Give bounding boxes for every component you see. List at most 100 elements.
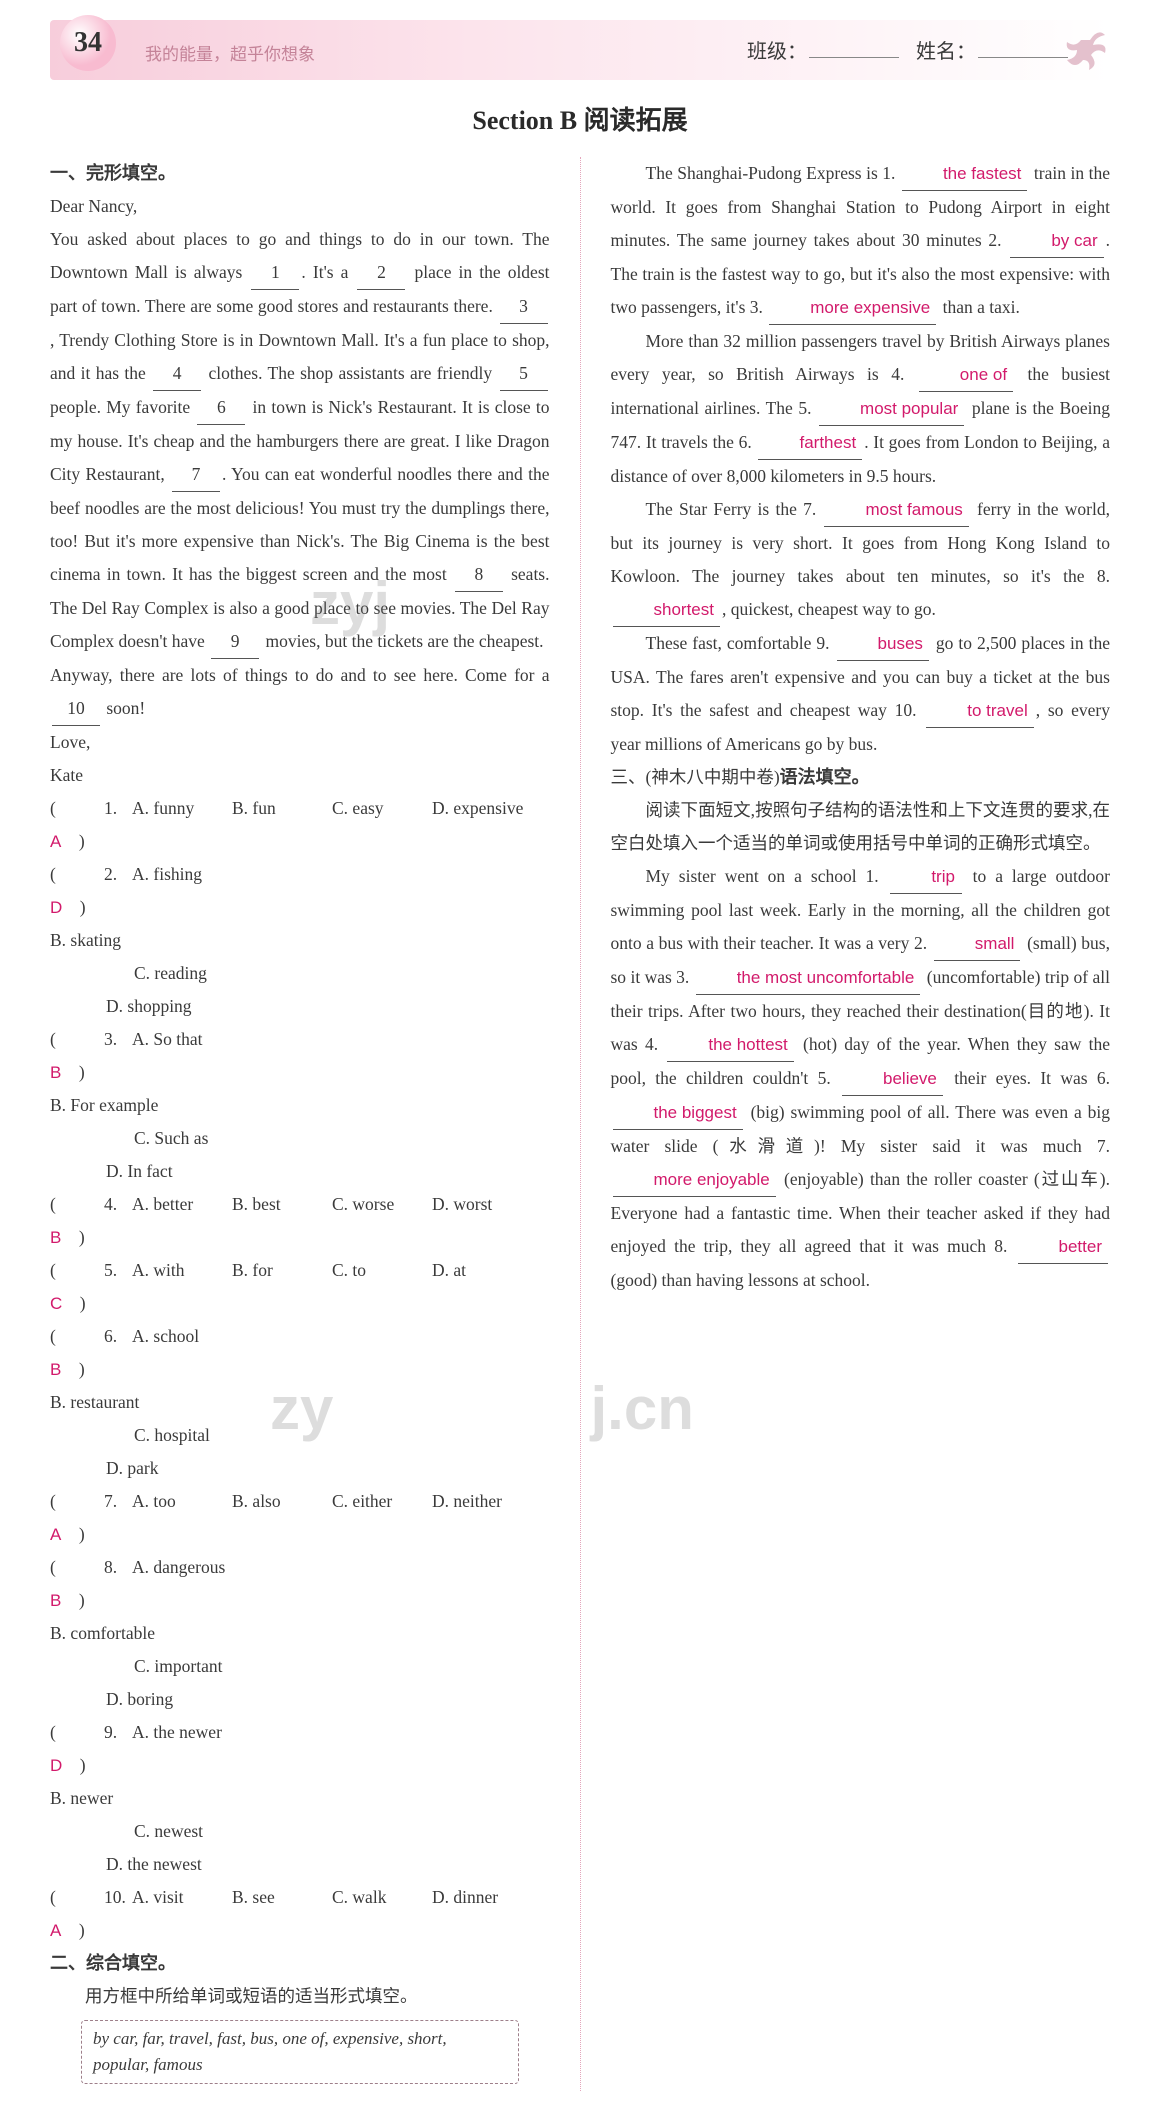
choice-row: ( D )9.A. the newerB. newer	[50, 1716, 550, 1815]
choice-option: C. important	[134, 1650, 344, 1683]
choice-option: A. too	[132, 1485, 232, 1518]
page-number-badge: 34	[60, 15, 116, 71]
signoff-name: Kate	[50, 759, 550, 792]
blank-3[interactable]: 3	[500, 290, 548, 324]
choice-number: 7.	[104, 1485, 132, 1518]
fill2-blank-10[interactable]: to travel	[926, 694, 1033, 728]
fill2-blank-2[interactable]: by car	[1010, 224, 1103, 258]
fill2-blank-3[interactable]: more expensive	[769, 291, 936, 325]
blank-5[interactable]: 5	[500, 357, 548, 391]
fill3-blank-5[interactable]: believe	[842, 1062, 943, 1096]
choice-row: C. importantD. boring	[50, 1650, 550, 1716]
fill3-blank-3[interactable]: the most uncomfortable	[696, 961, 921, 995]
choice-answer: ( B )	[50, 1188, 104, 1254]
choice-answer: ( A )	[50, 1485, 104, 1551]
choice-answer: ( A )	[50, 792, 104, 858]
heading-2: 二、综合填空。	[50, 1947, 550, 1980]
choice-option: D. boring	[106, 1683, 316, 1716]
choice-option: C. newest	[134, 1815, 344, 1848]
choice-row: C. hospitalD. park	[50, 1419, 550, 1485]
choice-option: B. also	[232, 1485, 332, 1518]
choice-answer: ( B )	[50, 1320, 104, 1386]
choice-option: B. restaurant	[50, 1386, 260, 1419]
choice-option: C. worse	[332, 1188, 432, 1221]
choice-option: C. Such as	[134, 1122, 344, 1155]
fill2-blank-6[interactable]: farthest	[758, 426, 862, 460]
fill2-blank-7[interactable]: most famous	[824, 493, 968, 527]
watermark-text: j.cn	[591, 1392, 694, 1425]
choice-option: A. the newer	[132, 1716, 342, 1749]
fill2-blank-9[interactable]: buses	[837, 627, 929, 661]
choice-option: D. expensive	[432, 792, 532, 825]
choice-row: C. readingD. shopping	[50, 957, 550, 1023]
choice-row: ( C )5.A. withB. forC. toD. at	[50, 1254, 550, 1320]
choice-option: D. In fact	[106, 1155, 316, 1188]
blank-8[interactable]: 8	[455, 558, 503, 592]
choice-option: D. park	[106, 1452, 316, 1485]
fill2-p1: The Shanghai-Pudong Express is 1. the fa…	[611, 157, 1111, 325]
choice-option: A. fishing	[132, 858, 342, 891]
fill2-p2: More than 32 million passengers travel b…	[611, 325, 1111, 493]
section-title: Section B 阅读拓展	[50, 100, 1110, 137]
choice-answer: ( D )	[50, 1716, 104, 1782]
fill3-blank-7[interactable]: more enjoyable	[613, 1163, 776, 1197]
choice-number: 8.	[104, 1551, 132, 1584]
choice-option: B. fun	[232, 792, 332, 825]
blank-2[interactable]: 2	[357, 256, 405, 290]
choice-answer: ( D )	[50, 858, 104, 924]
choice-option: A. visit	[132, 1881, 232, 1914]
choice-number: 4.	[104, 1188, 132, 1221]
choice-row: ( B )4.A. betterB. bestC. worseD. worst	[50, 1188, 550, 1254]
blank-7[interactable]: 7	[172, 458, 220, 492]
greeting: Dear Nancy,	[50, 190, 550, 223]
choice-option: D. the newest	[106, 1848, 316, 1881]
choice-row: ( A )1.A. funnyB. funC. easyD. expensive	[50, 792, 550, 858]
choice-number: 9.	[104, 1716, 132, 1749]
blank-4[interactable]: 4	[153, 357, 201, 391]
fill3-blank-8[interactable]: better	[1018, 1230, 1108, 1264]
choice-option: D. worst	[432, 1188, 532, 1221]
choice-option: D. neither	[432, 1485, 532, 1518]
choice-row: ( A )10.A. visitB. seeC. walkD. dinner	[50, 1881, 550, 1947]
column-divider	[580, 157, 581, 2091]
class-blank[interactable]	[809, 57, 899, 58]
choice-option: C. hospital	[134, 1419, 344, 1452]
choice-number: 1.	[104, 792, 132, 825]
choice-option: C. walk	[332, 1881, 432, 1914]
choice-option: A. school	[132, 1320, 342, 1353]
left-column: zyj zy 一、完形填空。 Dear Nancy, You asked abo…	[50, 157, 550, 2091]
fill3-blank-4[interactable]: the hottest	[667, 1028, 793, 1062]
heading-3: 三、(神木八中期中卷)语法填空。	[611, 761, 1111, 794]
choice-option: D. dinner	[432, 1881, 532, 1914]
choice-number: 10.	[104, 1881, 132, 1914]
flourish-icon	[1030, 20, 1110, 75]
fill3-blank-6[interactable]: the biggest	[613, 1096, 743, 1130]
choice-number: 5.	[104, 1254, 132, 1287]
blank-1[interactable]: 1	[251, 256, 299, 290]
fill2-blank-4[interactable]: one of	[919, 358, 1013, 392]
choices-container: ( A )1.A. funnyB. funC. easyD. expensive…	[50, 792, 550, 1947]
choice-row: ( B )3.A. So thatB. For example	[50, 1023, 550, 1122]
choice-answer: ( C )	[50, 1254, 104, 1320]
blank-10[interactable]: 10	[52, 692, 100, 726]
class-label: 班级：	[747, 41, 807, 63]
choice-option: C. easy	[332, 792, 432, 825]
choice-option: D. shopping	[106, 990, 316, 1023]
choice-option: C. either	[332, 1485, 432, 1518]
fill2-blank-8[interactable]: shortest	[613, 593, 720, 627]
fill2-blank-1[interactable]: the fastest	[902, 157, 1027, 191]
choice-option: B. comfortable	[50, 1617, 260, 1650]
page-header: 34 我的能量，超乎你想象 班级： 姓名：	[50, 20, 1110, 80]
fill3-blank-1[interactable]: trip	[890, 860, 962, 894]
choice-row: ( A )7.A. tooB. alsoC. eitherD. neither	[50, 1485, 550, 1551]
blank-6[interactable]: 6	[197, 391, 245, 425]
word-box: by car, far, travel, fast, bus, one of, …	[80, 2019, 520, 2085]
choice-number: 2.	[104, 858, 132, 891]
choice-option: A. with	[132, 1254, 232, 1287]
choice-option: A. better	[132, 1188, 232, 1221]
fill2-blank-5[interactable]: most popular	[819, 392, 964, 426]
choice-row: C. newestD. the newest	[50, 1815, 550, 1881]
fill3-blank-2[interactable]: small	[934, 927, 1021, 961]
blank-9[interactable]: 9	[211, 625, 259, 659]
choice-answer: ( B )	[50, 1551, 104, 1617]
